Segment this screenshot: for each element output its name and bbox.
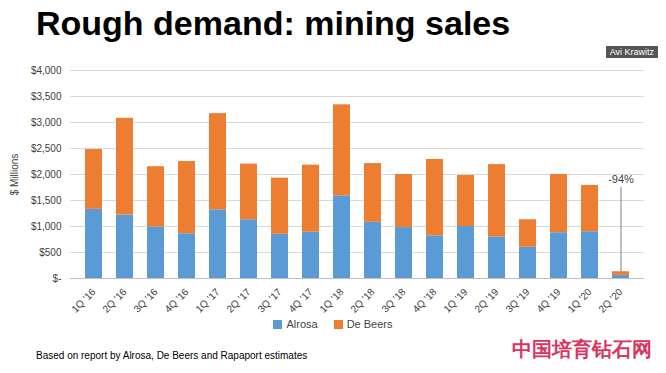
html-text:中国培育钻石网: 中国培育钻石网 bbox=[512, 338, 652, 360]
svg-text:$4,000: $4,000 bbox=[31, 65, 62, 76]
svg-text:4Q '18: 4Q '18 bbox=[410, 286, 439, 315]
svg-text:2Q '17: 2Q '17 bbox=[224, 286, 253, 315]
svg-text:2Q '16: 2Q '16 bbox=[100, 286, 129, 315]
svg-text:3Q '16: 3Q '16 bbox=[131, 286, 160, 315]
svg-text:3Q '17: 3Q '17 bbox=[255, 286, 284, 315]
svg-text:2Q '20: 2Q '20 bbox=[596, 286, 625, 315]
svg-text:1Q '16: 1Q '16 bbox=[69, 286, 98, 315]
svg-text:$3,500: $3,500 bbox=[31, 91, 62, 102]
html-text:Alrosa: Alrosa bbox=[286, 318, 318, 330]
svg-text:2Q '19: 2Q '19 bbox=[472, 286, 501, 315]
svg-text:4Q '16: 4Q '16 bbox=[162, 286, 191, 315]
svg-text:4Q '17: 4Q '17 bbox=[286, 286, 315, 315]
html-text:Rough demand: mining sales: Rough demand: mining sales bbox=[36, 4, 511, 42]
svg-text:1Q '19: 1Q '19 bbox=[441, 286, 470, 315]
svg-text:1Q '17: 1Q '17 bbox=[193, 286, 222, 315]
html-text:Based on report by Alrosa, De: Based on report by Alrosa, De Beers and … bbox=[36, 350, 308, 361]
svg-text:$ Millions: $ Millions bbox=[9, 154, 20, 196]
svg-text:-94%: -94% bbox=[608, 173, 634, 185]
svg-text:$1,500: $1,500 bbox=[31, 195, 62, 206]
svg-text:3Q '18: 3Q '18 bbox=[379, 286, 408, 315]
svg-text:4Q '19: 4Q '19 bbox=[534, 286, 563, 315]
html-text:Avi Krawitz: Avi Krawitz bbox=[609, 47, 654, 57]
svg-text:$2,000: $2,000 bbox=[31, 169, 62, 180]
svg-text:$500: $500 bbox=[39, 247, 62, 258]
svg-text:3Q '19: 3Q '19 bbox=[503, 286, 532, 315]
svg-text:$-: $- bbox=[53, 273, 62, 284]
svg-text:2Q '18: 2Q '18 bbox=[348, 286, 377, 315]
svg-text:$1,000: $1,000 bbox=[31, 221, 62, 232]
html-text:De Beers: De Beers bbox=[346, 318, 393, 330]
svg-text:$3,000: $3,000 bbox=[31, 117, 62, 128]
svg-text:1Q '18: 1Q '18 bbox=[317, 286, 346, 315]
svg-text:1Q '20: 1Q '20 bbox=[565, 286, 594, 315]
svg-text:$2,500: $2,500 bbox=[31, 143, 62, 154]
